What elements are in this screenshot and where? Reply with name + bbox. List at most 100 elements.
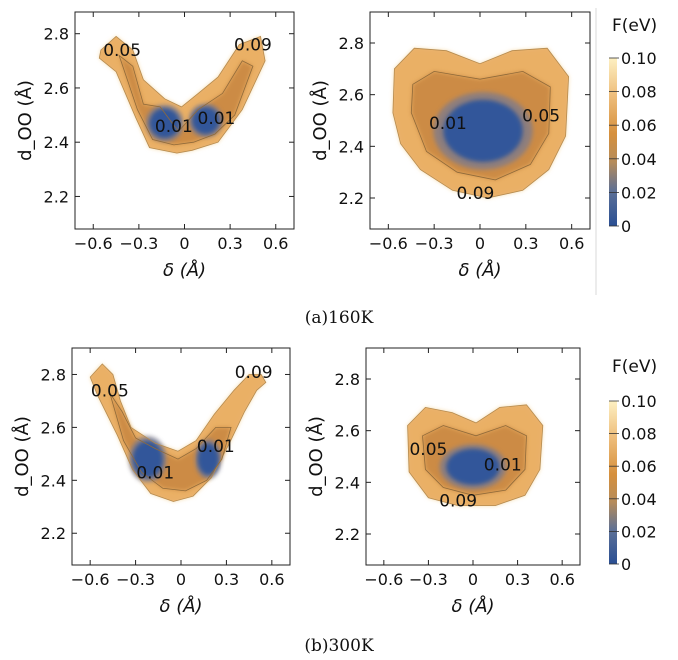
colorbar-tick-label: 0.02 xyxy=(621,522,657,541)
panel-a-right: −0.6 −0.3 0 0.3 0.6 2.2 2.4 2.6 2.8 δ (Å) d_OO (Å)… xyxy=(309,11,591,281)
y-axis-label: d_OO (Å) xyxy=(11,416,33,497)
contour-label: 0.01 xyxy=(484,455,522,475)
colorbar-tick-label: 0.02 xyxy=(621,183,657,202)
basin-minimum xyxy=(132,440,163,478)
x-tick-label: 0.3 xyxy=(214,570,239,589)
x-tick-label: 0.3 xyxy=(217,234,242,253)
x-tick-label: −0.3 xyxy=(415,234,454,253)
caption-a: (a)160K xyxy=(304,308,374,328)
x-tick-label: −0.6 xyxy=(364,570,403,589)
x-axis-label: δ (Å) xyxy=(451,595,494,617)
y-tick-label: 2.8 xyxy=(44,25,69,44)
free-energy-surface xyxy=(407,404,544,507)
panel-a-left: −0.6 −0.3 0 0.3 0.6 2.2 2.4 2.6 2.8 δ (Å) d_OO (Å)… xyxy=(14,11,295,281)
x-tick-label: 0.3 xyxy=(513,234,538,253)
contour-0.09 xyxy=(98,35,266,154)
y-tick-label: 2.6 xyxy=(335,422,360,441)
y-tick-label: 2.6 xyxy=(44,79,69,98)
panel-b-left: −0.6 −0.3 0 0.3 0.6 2.2 2.4 2.6 2.8 δ (Å) d_OO (Å)… xyxy=(11,347,291,617)
free-energy-surface xyxy=(89,363,267,502)
x-tick-label: 0.6 xyxy=(259,570,284,589)
basin-minimum xyxy=(149,108,180,139)
contour-0.09 xyxy=(89,363,267,502)
y-tick-label: 2.8 xyxy=(339,34,364,53)
contour-label: 0.05 xyxy=(522,106,560,126)
contour-label: 0.05 xyxy=(91,381,129,401)
x-axis-label: δ (Å) xyxy=(458,259,501,281)
x-tick-label: 0 xyxy=(475,234,485,253)
panel-b-right: −0.6 −0.3 0 0.3 0.6 2.2 2.4 2.6 2.8 δ (Å) d_OO (Å)… xyxy=(305,347,581,617)
basin-minimum xyxy=(192,106,220,135)
basin-minimum xyxy=(197,443,219,476)
contour-label: 0.09 xyxy=(235,363,273,383)
x-axis-label: δ (Å) xyxy=(159,595,202,617)
colorbar-tick-label: 0.06 xyxy=(621,116,657,135)
colorbar-a: F(eV) 0.10 0.08 0.06 0.04 0.02 0 xyxy=(595,8,657,295)
caption-b: (b)300K xyxy=(304,636,374,656)
y-tick-label: 2.4 xyxy=(335,473,360,492)
y-tick-label: 2.2 xyxy=(335,525,360,544)
y-tick-label: 2.2 xyxy=(339,189,364,208)
y-axis-label: d_OO (Å) xyxy=(305,416,327,497)
colorbar-tick-label: 0.04 xyxy=(621,150,657,169)
y-tick-label: 2.4 xyxy=(44,133,69,152)
colorbar-title: F(eV) xyxy=(612,357,657,377)
colorbar-tick-label: 0 xyxy=(621,555,631,574)
colorbar-tick-label: 0.04 xyxy=(621,490,657,509)
contour-0.05 xyxy=(410,70,551,181)
contour-label: 0.09 xyxy=(439,491,477,511)
contour-label: 0.01 xyxy=(155,117,193,137)
contour-0.05 xyxy=(422,425,527,496)
colorbar-gradient xyxy=(609,401,617,564)
x-tick-label: −0.6 xyxy=(369,234,408,253)
y-tick-label: 2.8 xyxy=(335,370,360,389)
y-tick-label: 2.6 xyxy=(339,86,364,105)
contour-label: 0.01 xyxy=(136,463,174,483)
colorbar-tick-label: 0.10 xyxy=(621,392,657,411)
x-axis-label: δ (Å) xyxy=(163,259,206,281)
x-tick-label: 0 xyxy=(176,570,186,589)
free-energy-surface xyxy=(392,47,570,199)
x-tick-label: 0.6 xyxy=(263,234,288,253)
contour-label: 0.01 xyxy=(197,437,235,457)
y-tick-label: 2.4 xyxy=(339,137,364,156)
contour-label: 0.05 xyxy=(103,41,141,61)
colorbar-tick-label: 0 xyxy=(621,217,631,236)
y-axis-label: d_OO (Å) xyxy=(14,80,36,161)
contour-0.09 xyxy=(407,404,544,507)
y-tick-label: 2.6 xyxy=(41,418,66,437)
x-tick-label: 0 xyxy=(468,570,478,589)
y-axis-label: d_OO (Å) xyxy=(309,80,331,161)
contour-label: 0.09 xyxy=(456,184,494,204)
basin-minimum xyxy=(443,99,523,162)
contour-0.05 xyxy=(109,392,232,492)
contour-label: 0.01 xyxy=(429,114,467,134)
basin-minimum xyxy=(446,448,500,485)
contour-label: 0.01 xyxy=(198,109,236,129)
colorbar-tick-label: 0.08 xyxy=(621,83,657,102)
x-tick-label: 0.3 xyxy=(505,570,530,589)
y-tick-label: 2.2 xyxy=(44,187,69,206)
contour-0.09 xyxy=(392,47,570,199)
y-tick-label: 2.4 xyxy=(41,471,66,490)
free-energy-surface xyxy=(98,35,266,154)
contour-label: 0.05 xyxy=(409,440,447,460)
x-tick-label: −0.6 xyxy=(71,570,110,589)
x-tick-label: −0.3 xyxy=(409,570,448,589)
colorbar-b: F(eV) 0.10 0.08 0.06 0.04 0.02 0 xyxy=(609,357,657,574)
x-tick-label: −0.3 xyxy=(116,570,155,589)
x-tick-label: 0.6 xyxy=(549,570,574,589)
colorbar-tick-label: 0.06 xyxy=(621,457,657,476)
x-tick-label: −0.6 xyxy=(74,234,113,253)
colorbar-title: F(eV) xyxy=(612,16,657,36)
colorbar-tick-label: 0.08 xyxy=(621,425,657,444)
y-tick-label: 2.8 xyxy=(41,365,66,384)
y-tick-label: 2.2 xyxy=(41,524,66,543)
contour-label: 0.09 xyxy=(234,36,272,56)
colorbar-tick-label: 0.10 xyxy=(621,49,657,68)
x-tick-label: 0 xyxy=(179,234,189,253)
contour-0.05 xyxy=(118,54,254,146)
x-tick-label: −0.3 xyxy=(119,234,158,253)
x-tick-label: 0.6 xyxy=(559,234,584,253)
